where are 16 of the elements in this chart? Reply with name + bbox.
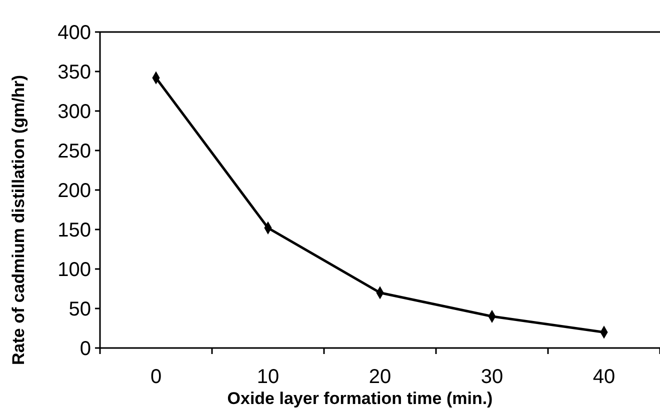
y-tick-label: 350 <box>58 62 91 84</box>
y-tick-label: 150 <box>58 220 91 242</box>
y-axis-title: Rate of cadmium distillation (gm/hr) <box>9 75 28 365</box>
y-tick-label: 400 <box>58 22 91 44</box>
y-tick-label: 250 <box>58 140 91 162</box>
x-tick-label: 20 <box>368 366 392 388</box>
y-tick-label: 50 <box>68 298 91 320</box>
y-tick-label: 100 <box>58 259 91 281</box>
x-tick-label: 0 <box>150 366 162 388</box>
y-tick-label: 0 <box>80 338 91 360</box>
x-tick-label: 10 <box>256 366 280 388</box>
y-tick-label: 300 <box>58 101 91 123</box>
x-tick-label: 30 <box>480 366 504 388</box>
x-tick-label: 40 <box>592 366 616 388</box>
x-axis-title: Oxide layer formation time (min.) <box>227 389 493 408</box>
y-tick-label: 200 <box>58 180 91 202</box>
